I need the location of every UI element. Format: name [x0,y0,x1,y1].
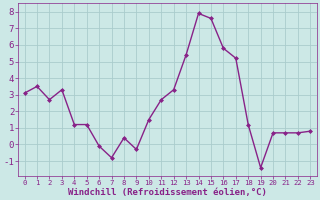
X-axis label: Windchill (Refroidissement éolien,°C): Windchill (Refroidissement éolien,°C) [68,188,267,197]
